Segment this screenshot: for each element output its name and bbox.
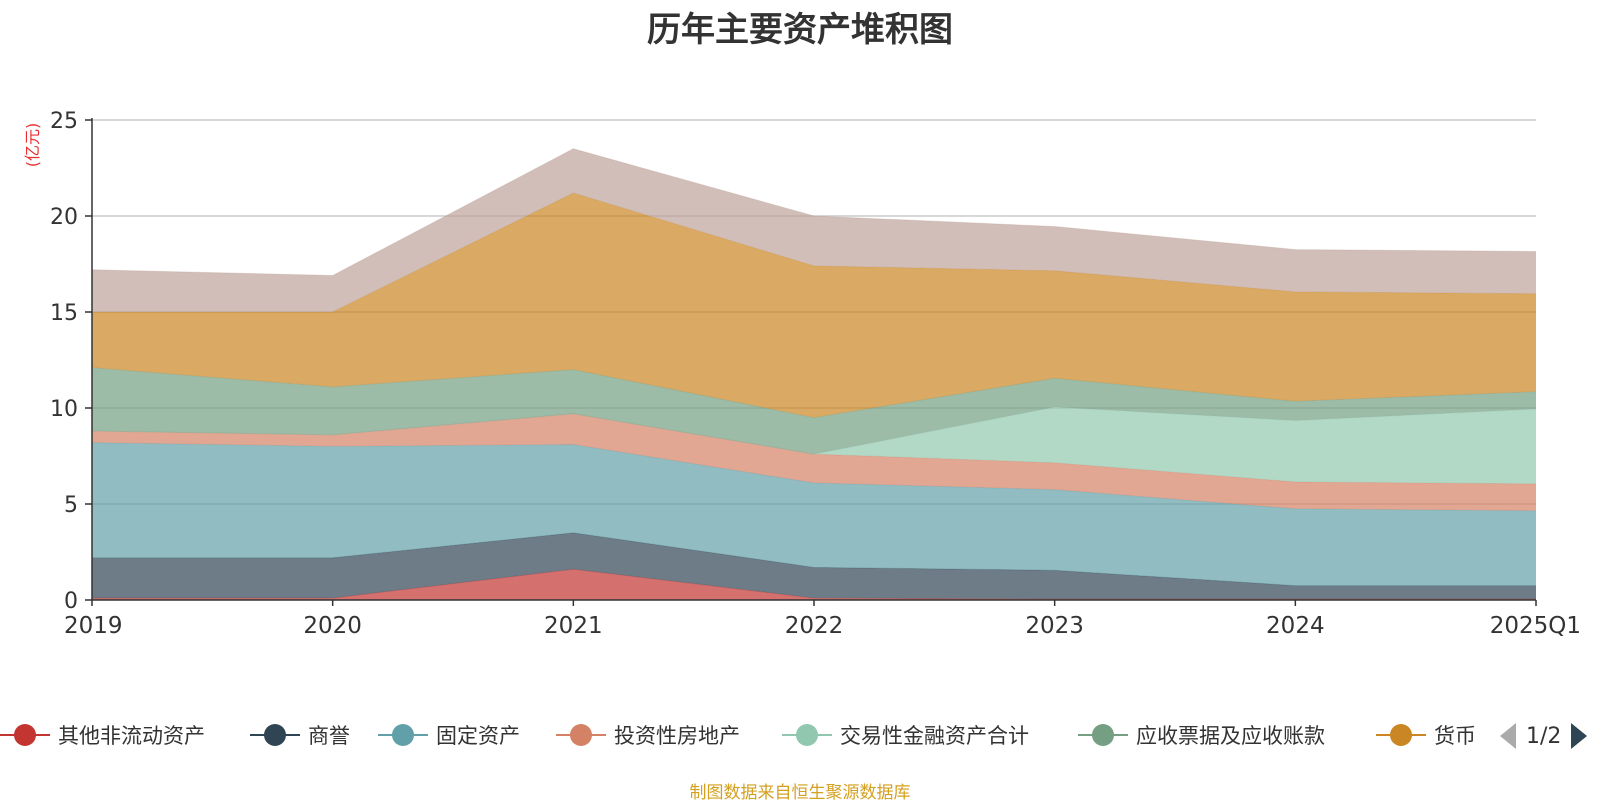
y-tick-label: 5 (64, 493, 78, 518)
x-tick-label: 2020 (303, 613, 362, 639)
series-area-1 (92, 532, 1536, 600)
legend-label: 应收票据及应收账款 (1136, 724, 1325, 748)
legend-next-arrow-icon[interactable] (1569, 721, 1589, 751)
legend-label: 货币 (1434, 724, 1476, 748)
legend-label: 投资性房地产 (614, 724, 740, 748)
series-area-6 (92, 192, 1536, 418)
y-tick-label: 20 (50, 205, 78, 230)
legend-pager: 1/2 (1498, 718, 1589, 754)
x-tick-label: 2024 (1266, 613, 1325, 639)
y-axis-label: (亿元) (23, 123, 42, 168)
legend-marker-icon (0, 724, 50, 746)
series-area-2 (92, 442, 1536, 586)
legend-item[interactable]: 应收票据及应收账款 (1078, 715, 1325, 755)
legend-marker-icon (1376, 724, 1426, 746)
series-area-4 (92, 407, 1536, 484)
y-tick-label: 15 (50, 301, 78, 326)
x-tick-label: 2025Q1 (1490, 613, 1581, 639)
legend-page-indicator: 1/2 (1526, 723, 1562, 749)
legend-item[interactable]: 交易性金融资产合计 (782, 715, 1029, 755)
source-note: 制图数据来自恒生聚源数据库 (689, 783, 911, 803)
chart-title: 历年主要资产堆积图 (647, 10, 953, 50)
legend-label: 固定资产 (436, 724, 520, 748)
legend-marker-icon (378, 724, 428, 746)
legend-marker-icon (250, 724, 300, 746)
legend-item[interactable]: 货币 (1376, 715, 1476, 755)
series-area-3 (92, 413, 1536, 511)
series-area-5 (92, 367, 1536, 455)
legend-marker-icon (1078, 724, 1128, 746)
legend-marker-icon (782, 724, 832, 746)
legend-label: 商誉 (308, 724, 350, 748)
y-tick-label: 0 (64, 589, 78, 614)
legend-item[interactable]: 投资性房地产 (556, 715, 740, 755)
x-tick-label: 2019 (64, 613, 123, 639)
x-tick-label: 2021 (544, 613, 603, 639)
legend-item[interactable]: 其他非流动资产 (0, 715, 205, 755)
legend-marker-icon (556, 724, 606, 746)
legend-item[interactable]: 商誉 (250, 715, 350, 755)
series-area-0 (92, 569, 1536, 600)
legend-label: 交易性金融资产合计 (840, 724, 1029, 748)
legend: 其他非流动资产 商誉 固定资产 投资性房地产 交易性金融资产合计 应收票据及应收账款 货币 (0, 715, 1600, 755)
y-tick-label: 10 (50, 397, 78, 422)
y-tick-label: 25 (50, 109, 78, 134)
x-tick-label: 2023 (1025, 613, 1084, 639)
legend-item[interactable]: 固定资产 (378, 715, 520, 755)
legend-prev-arrow-icon[interactable] (1498, 721, 1518, 751)
series-area-unnamed-7 (92, 148, 1536, 312)
legend-label: 其他非流动资产 (58, 724, 205, 748)
x-tick-label: 2022 (785, 613, 844, 639)
series-line-7 (91, 148, 1537, 277)
